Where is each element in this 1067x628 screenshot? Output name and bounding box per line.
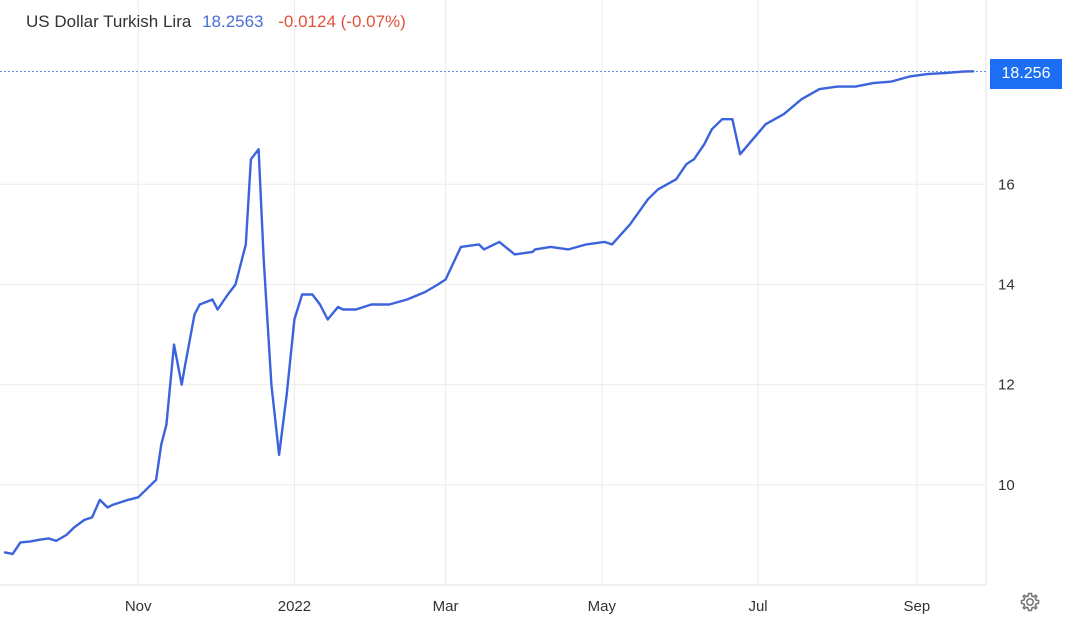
- x-tick-label: Sep: [903, 598, 930, 615]
- chart-header: US Dollar Turkish Lira 18.2563 -0.0124 (…: [26, 12, 406, 32]
- gear-icon[interactable]: [1019, 591, 1041, 613]
- series-line-layer: [3, 70, 975, 556]
- y-tick-label: 10: [998, 477, 1015, 494]
- tick-labels: 10 12 14 16 Nov 2022 Mar May Jul Sep: [125, 176, 1015, 615]
- x-tick-label: Mar: [433, 598, 459, 615]
- y-tick-label: 16: [998, 176, 1015, 193]
- current-price-tag: 18.256: [990, 59, 1062, 89]
- x-tick-label: Jul: [748, 598, 767, 615]
- x-tick-label: Nov: [125, 598, 152, 615]
- instrument-name: US Dollar Turkish Lira: [26, 12, 192, 31]
- instrument-price: 18.2563: [202, 12, 264, 31]
- y-tick-label: 12: [998, 377, 1015, 394]
- grid-lines: [0, 0, 987, 586]
- x-tick-label: May: [588, 598, 617, 615]
- instrument-change: -0.0124 (-0.07%): [278, 12, 406, 31]
- x-tick-label: 2022: [278, 598, 311, 615]
- y-tick-label: 14: [998, 276, 1015, 293]
- series-line: [3, 70, 975, 556]
